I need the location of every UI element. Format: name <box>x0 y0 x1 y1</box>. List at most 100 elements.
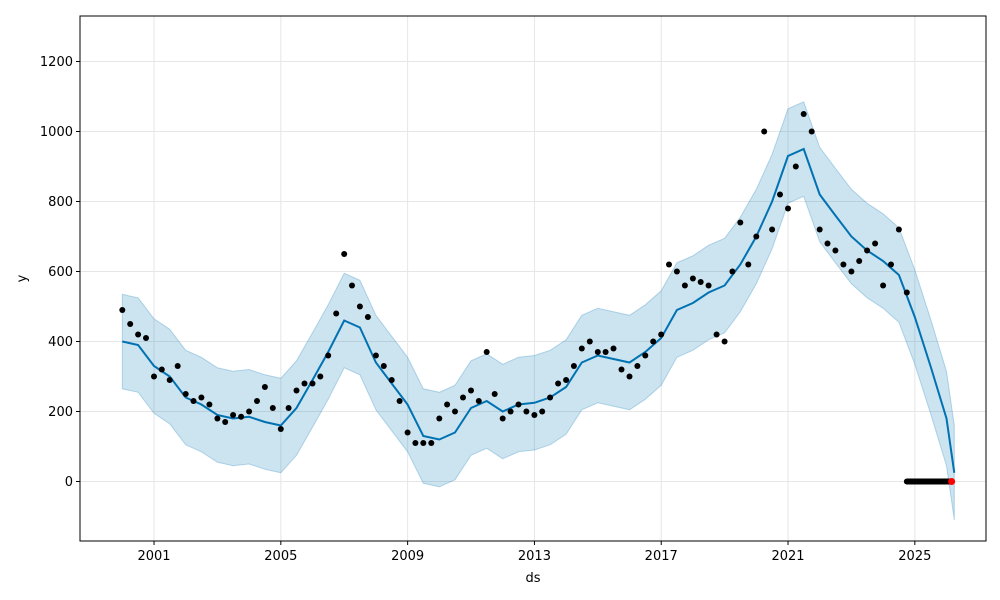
observed-point <box>222 419 229 425</box>
observed-point <box>531 412 538 418</box>
observed-point <box>832 247 839 254</box>
observed-point <box>523 408 530 415</box>
x-tick-label: 2021 <box>771 549 804 564</box>
x-tick-label: 2017 <box>645 549 678 564</box>
observed-point <box>412 440 419 446</box>
observed-point <box>238 413 245 420</box>
observed-point <box>380 363 387 369</box>
observed-point <box>856 258 863 264</box>
observed-point <box>119 307 126 313</box>
observed-point <box>800 111 807 117</box>
observed-point <box>341 251 348 257</box>
observed-point <box>824 240 831 247</box>
x-tick-label: 2001 <box>137 549 170 564</box>
observed-point <box>745 261 752 268</box>
observed-point <box>444 401 451 408</box>
observed-point <box>903 289 910 296</box>
observed-point <box>721 338 728 345</box>
observed-point <box>785 205 791 212</box>
observed-point <box>737 219 744 226</box>
observed-point <box>872 240 879 247</box>
highlight-point <box>948 478 956 485</box>
y-tick-label: 200 <box>48 405 73 420</box>
observed-point <box>777 191 783 198</box>
observed-point <box>594 349 601 355</box>
observed-point <box>483 349 490 355</box>
y-tick-label: 0 <box>65 475 73 490</box>
observed-point <box>673 268 680 275</box>
observed-point <box>127 321 134 327</box>
observed-point <box>214 415 221 422</box>
observed-point <box>420 440 427 446</box>
observed-point <box>475 398 482 404</box>
observed-point <box>507 408 514 415</box>
x-tick-label: 2005 <box>264 549 297 564</box>
observed-point <box>269 405 276 411</box>
observed-point <box>840 261 847 268</box>
uncertainty-band-area <box>121 101 955 521</box>
observed-point <box>634 363 641 369</box>
observed-point <box>769 226 776 233</box>
observed-point <box>396 398 403 404</box>
x-tick-label: 2009 <box>391 549 424 564</box>
observed-point <box>753 233 760 240</box>
y-axis-ticks: 0 200 400 600 800 1000 1200 <box>40 55 80 490</box>
y-tick-label: 1200 <box>40 55 73 70</box>
observed-point <box>349 282 355 289</box>
observed-point <box>586 338 593 345</box>
observed-point <box>452 408 458 415</box>
observed-point <box>491 391 498 397</box>
x-axis-label: ds <box>525 571 540 586</box>
observed-point <box>602 349 609 355</box>
observed-point <box>848 268 855 275</box>
uncertainty-band <box>121 101 955 521</box>
observed-point <box>705 282 712 289</box>
observed-point <box>713 331 720 338</box>
observed-point <box>158 366 165 373</box>
observed-point <box>792 163 799 170</box>
observed-point <box>626 373 633 380</box>
observed-point <box>555 380 562 387</box>
observed-point <box>317 373 324 380</box>
observed-point <box>190 398 197 404</box>
x-tick-label: 2013 <box>518 549 551 564</box>
observed-point <box>206 401 213 408</box>
observed-point <box>468 387 474 394</box>
observed-point <box>166 377 173 383</box>
observed-point <box>388 377 395 383</box>
grid <box>80 16 986 541</box>
observed-point <box>650 338 657 345</box>
y-tick-label: 600 <box>48 265 73 280</box>
observed-point <box>563 377 570 383</box>
observed-point <box>356 303 363 310</box>
observed-point <box>135 331 142 338</box>
observed-point <box>143 335 149 341</box>
observed-points <box>119 111 910 446</box>
observed-point <box>285 405 292 411</box>
forecast-line <box>122 147 956 473</box>
highlight-points <box>903 478 956 485</box>
observed-point <box>301 380 308 387</box>
observed-point <box>428 440 435 446</box>
observed-point <box>230 412 237 418</box>
x-tick-label: 2025 <box>898 549 931 564</box>
observed-point <box>658 331 665 338</box>
observed-point <box>174 363 181 369</box>
observed-point <box>761 128 768 135</box>
y-tick-label: 800 <box>48 195 73 210</box>
observed-point <box>816 226 823 233</box>
observed-point <box>880 282 887 289</box>
observed-point <box>293 387 300 394</box>
y-tick-label: 1000 <box>40 125 73 140</box>
observed-point <box>436 415 443 422</box>
observed-point <box>182 391 189 397</box>
observed-point <box>666 261 672 268</box>
observed-point <box>151 373 157 380</box>
observed-point <box>888 261 894 268</box>
observed-point <box>198 394 205 401</box>
observed-point <box>547 394 554 401</box>
observed-point <box>261 384 268 390</box>
observed-point <box>499 415 506 422</box>
observed-point <box>729 268 736 275</box>
